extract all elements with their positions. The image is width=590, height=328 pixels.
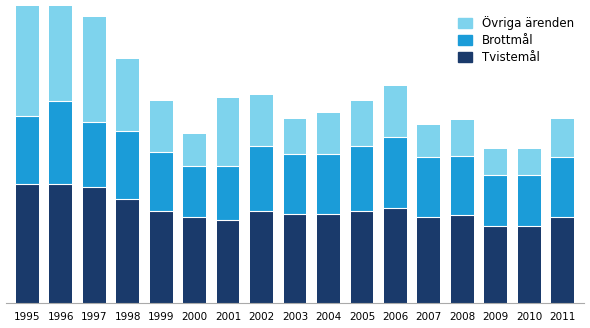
Bar: [350, 101, 373, 146]
Bar: [83, 122, 106, 187]
Bar: [83, 187, 106, 303]
Bar: [16, 116, 39, 184]
Bar: [350, 211, 373, 303]
Bar: [50, 184, 72, 303]
Bar: [183, 166, 206, 217]
Bar: [518, 175, 540, 226]
Bar: [217, 166, 240, 220]
Bar: [484, 226, 507, 303]
Bar: [551, 157, 574, 217]
Bar: [317, 113, 340, 154]
Bar: [50, 3, 72, 101]
Bar: [418, 157, 440, 217]
Bar: [183, 133, 206, 166]
Bar: [451, 120, 474, 156]
Bar: [116, 59, 139, 131]
Bar: [418, 217, 440, 303]
Bar: [484, 175, 507, 226]
Bar: [317, 154, 340, 214]
Bar: [183, 217, 206, 303]
Bar: [284, 214, 306, 303]
Bar: [418, 125, 440, 157]
Bar: [484, 149, 507, 175]
Bar: [16, 6, 39, 116]
Bar: [284, 154, 306, 214]
Bar: [551, 217, 574, 303]
Bar: [150, 152, 172, 211]
Bar: [150, 101, 172, 152]
Bar: [518, 149, 540, 175]
Bar: [250, 211, 273, 303]
Bar: [317, 214, 340, 303]
Legend: Övriga ärenden, Brottmål, Tvistemål: Övriga ärenden, Brottmål, Tvistemål: [453, 11, 579, 69]
Bar: [384, 137, 407, 208]
Bar: [83, 17, 106, 122]
Bar: [116, 199, 139, 303]
Bar: [116, 131, 139, 199]
Bar: [284, 119, 306, 154]
Bar: [250, 146, 273, 211]
Bar: [384, 208, 407, 303]
Bar: [518, 226, 540, 303]
Bar: [551, 119, 574, 157]
Bar: [250, 95, 273, 146]
Bar: [350, 146, 373, 211]
Bar: [217, 220, 240, 303]
Bar: [150, 211, 172, 303]
Bar: [451, 156, 474, 215]
Bar: [50, 101, 72, 184]
Bar: [384, 86, 407, 137]
Bar: [16, 184, 39, 303]
Bar: [451, 215, 474, 303]
Bar: [217, 98, 240, 166]
